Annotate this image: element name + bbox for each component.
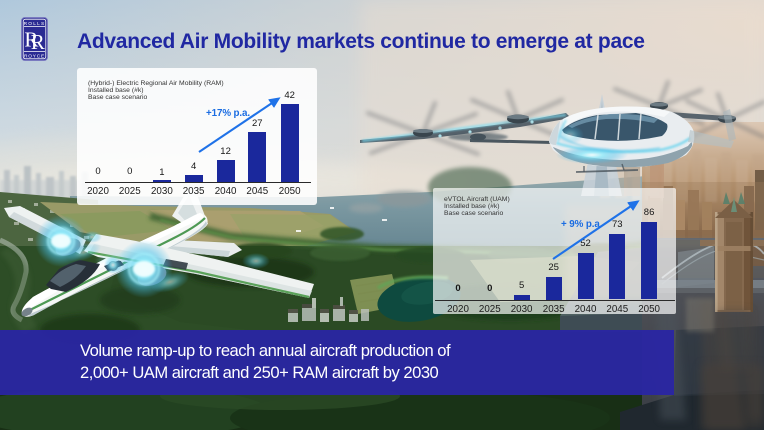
svg-text:R: R (31, 30, 45, 54)
svg-text:ROLLS: ROLLS (24, 21, 46, 27)
svg-text:ROYCE: ROYCE (24, 53, 45, 59)
svg-text:R: R (24, 28, 38, 52)
